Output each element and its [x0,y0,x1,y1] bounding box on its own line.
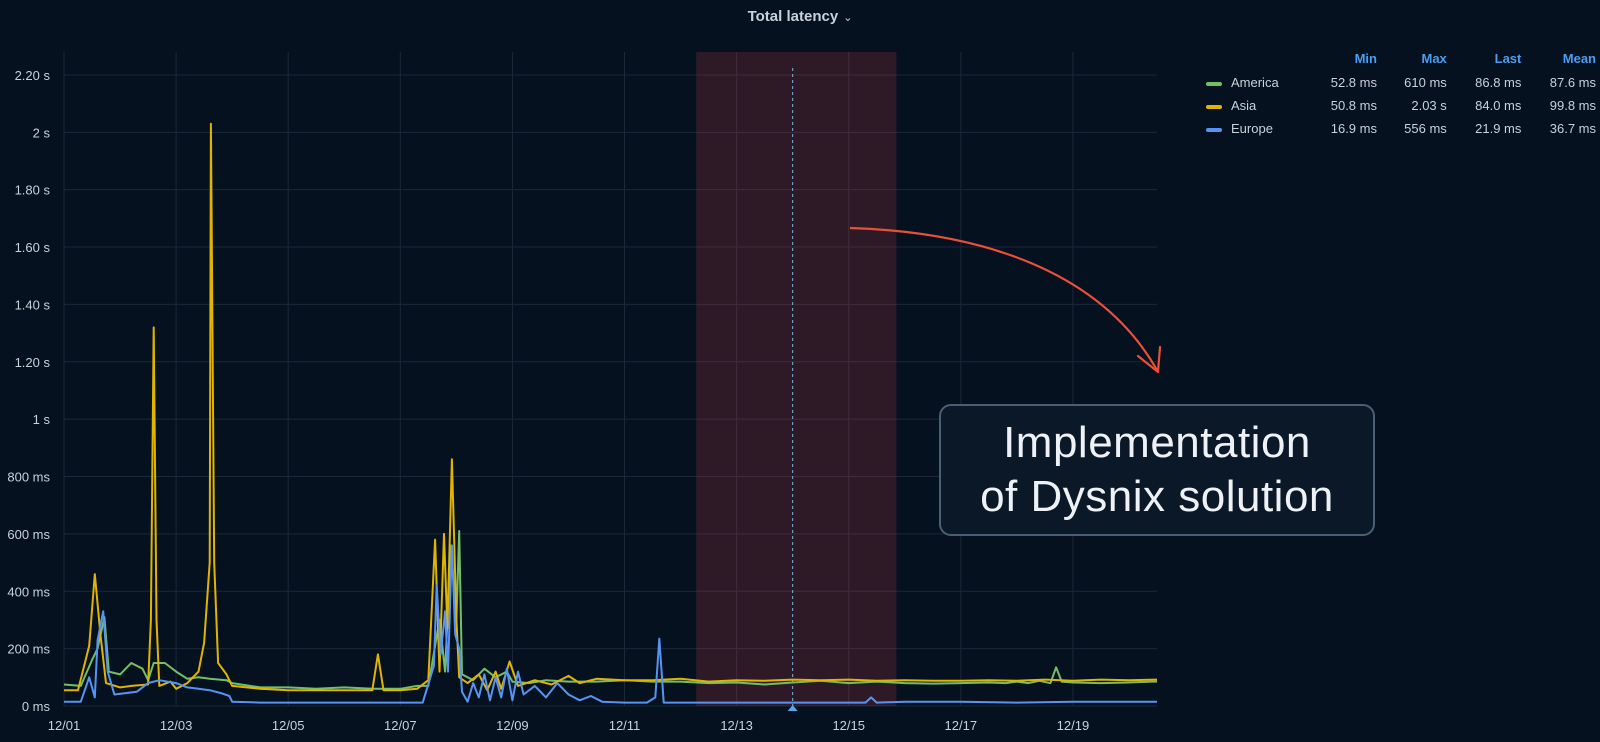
series-line-asia[interactable] [64,122,1158,692]
legend-mean-value: 99.8 ms [1549,98,1596,113]
series-layer [63,122,1158,704]
legend-header-name [1206,48,1302,71]
x-tick-label: 12/19 [1057,718,1090,733]
y-tick-label: 400 ms [7,584,50,599]
annotation-callout: Implementation of Dysnix solution [939,404,1375,536]
panel-title[interactable]: Total latency ⌄ [0,8,1600,25]
legend-max-value: 610 ms [1404,75,1447,90]
y-tick-label: 600 ms [7,527,50,542]
x-tick-label: 12/07 [384,718,417,733]
legend-row-asia[interactable]: Asia 50.8 ms 2.03 s 84.0 ms 99.8 ms [1206,94,1596,117]
legend-header-max[interactable]: Max [1421,51,1447,66]
x-tick-label: 12/05 [272,718,305,733]
annotation-line-1: Implementation [1003,418,1311,467]
legend-header-row: Min Max Last Mean [1206,48,1596,71]
legend-mean-value: 87.6 ms [1549,75,1596,90]
series-line-america[interactable] [63,530,1157,690]
legend-min-value: 52.8 ms [1330,75,1377,90]
y-tick-label: 1.40 s [15,297,51,312]
legend-min-value: 50.8 ms [1330,98,1377,113]
y-tick-label: 0 ms [22,699,51,714]
legend-series-name[interactable]: Asia [1231,98,1257,113]
legend-max-value: 2.03 s [1411,98,1447,113]
legend-swatch-america [1206,81,1222,86]
panel-title-text: Total latency [747,8,839,25]
x-tick-label: 12/03 [160,718,193,733]
y-tick-label: 1.60 s [15,240,51,255]
legend-header-last[interactable]: Last [1494,51,1522,66]
legend-last-value: 86.8 ms [1475,75,1522,90]
legend-table: Min Max Last Mean America 52.8 ms 610 ms… [1206,48,1596,140]
legend-row-america[interactable]: America 52.8 ms 610 ms 86.8 ms 87.6 ms [1206,71,1596,94]
x-tick-label: 12/15 [832,718,865,733]
chevron-down-icon: ⌄ [843,12,853,24]
x-axis: 12/01 12/03 12/05 12/07 12/09 12/11 12/13 12/15… [48,718,1089,733]
annotation-line-2: of Dysnix solution [980,472,1334,521]
y-tick-label: 2 s [33,125,51,140]
legend-max-value: 556 ms [1404,121,1447,136]
highlight-region [696,52,897,706]
time-marker-triangle [787,705,798,711]
legend-min-value: 16.9 ms [1330,121,1377,136]
y-tick-label: 1.20 s [15,355,51,370]
latency-chart: 0 ms 200 ms 400 ms 600 ms 800 ms 1 s 1.20 s 1.4… [7,52,1158,733]
legend-series-name[interactable]: America [1231,75,1279,90]
y-tick-label: 1 s [33,412,51,427]
y-tick-label: 200 ms [7,642,50,657]
legend-mean-value: 36.7 ms [1549,121,1596,136]
y-tick-label: 800 ms [7,470,50,485]
series-line-europe[interactable] [64,544,1157,704]
legend-last-value: 84.0 ms [1475,98,1522,113]
legend-row-europe[interactable]: Europe 16.9 ms 556 ms 21.9 ms 36.7 ms [1206,117,1596,140]
chart-grid [63,52,1157,707]
y-tick-label: 2.20 s [15,68,51,83]
legend-last-value: 21.9 ms [1475,121,1522,136]
y-tick-label: 1.80 s [15,183,51,198]
legend-header-min[interactable]: Min [1354,51,1377,66]
x-tick-label: 12/17 [945,718,978,733]
x-tick-label: 12/09 [496,718,529,733]
x-tick-label: 12/11 [609,718,641,733]
legend-header-mean[interactable]: Mean [1562,51,1596,66]
legend-swatch-asia [1206,104,1222,109]
legend-swatch-europe [1206,127,1222,132]
x-tick-label: 12/01 [48,718,81,733]
x-tick-label: 12/13 [720,718,753,733]
legend-series-name[interactable]: Europe [1231,121,1273,136]
y-axis: 0 ms 200 ms 400 ms 600 ms 800 ms 1 s 1.20 s 1.4… [7,68,50,714]
